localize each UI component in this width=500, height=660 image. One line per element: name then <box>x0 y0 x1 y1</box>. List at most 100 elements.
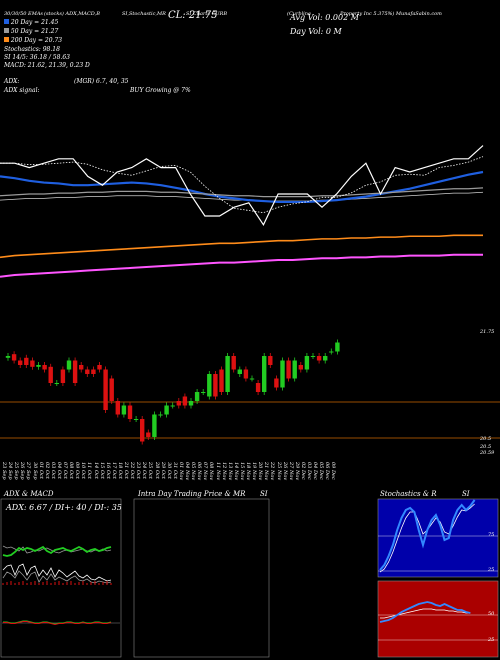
header-indicators-label: (stocks) ADX,MACD,B <box>44 11 100 17</box>
date-label: 28 Oct <box>153 462 160 479</box>
date-label: 14 Oct <box>92 462 99 479</box>
date-label: 30 Sep <box>31 462 38 480</box>
date-label: 13 Nov <box>226 462 233 481</box>
close-price: CL: 21.75 <box>168 10 218 21</box>
candle-body <box>182 396 188 406</box>
date-label: 08 Oct <box>68 462 75 479</box>
close-line <box>0 145 484 227</box>
date-label: 21 Nov <box>263 462 270 481</box>
date-label: 25 Oct <box>147 462 154 479</box>
date-label: 25 Nov <box>275 462 282 481</box>
date-label: 15 Oct <box>98 462 105 479</box>
ema20-swatch <box>4 19 9 24</box>
macd-line <box>2 563 112 582</box>
date-label: 21 Oct <box>123 462 129 479</box>
ema20-label: 20 Day = 21.45 <box>10 19 59 26</box>
candle-body <box>127 405 133 419</box>
candle-body <box>140 419 145 442</box>
candle-body <box>207 374 212 397</box>
adx-label: ADX: <box>4 78 20 85</box>
price-tick-low-c: 20.59 <box>480 450 495 456</box>
candle-body <box>54 383 59 384</box>
ema200-line <box>0 234 483 259</box>
candle-body <box>255 383 261 392</box>
rsi-signal-line <box>380 608 471 619</box>
date-label: 20 Nov <box>257 462 264 481</box>
header-company-label: (Curbline <box>287 11 311 17</box>
date-label: 29 Oct <box>159 462 166 479</box>
date-label: 06 Nov <box>196 462 203 481</box>
di-minus-line <box>2 545 112 554</box>
date-label: 18 Nov <box>245 462 251 481</box>
rsi-panel-frame <box>377 580 499 658</box>
date-label: 04 Dec <box>312 462 319 480</box>
candle-body <box>316 356 322 361</box>
date-label: 23 Sep <box>1 462 7 480</box>
candle-body <box>274 378 279 388</box>
candle-body <box>213 374 218 397</box>
date-label: 24 Sep <box>7 462 14 480</box>
date-label: 14 Nov <box>232 462 239 481</box>
candle-body <box>249 378 255 380</box>
adx-line <box>2 545 112 557</box>
candle-body <box>121 405 127 415</box>
date-label: 06 Dec <box>324 462 331 480</box>
date-label: 10 Oct <box>80 462 87 479</box>
date-label: 19 Nov <box>251 462 258 481</box>
date-label: 27 Nov <box>287 462 294 481</box>
date-label: 18 Oct <box>116 462 123 479</box>
candle-body <box>176 401 181 406</box>
ema200-label: 200 Day = 20.73 <box>10 37 63 44</box>
candle-body <box>298 365 303 370</box>
stoch-tick-25: 25 <box>488 567 495 573</box>
price-tick-high: 21.75 <box>480 329 495 335</box>
candle-body <box>310 356 316 357</box>
candle-body <box>36 365 41 367</box>
candle-body <box>219 369 224 392</box>
stoch-title-suffix: SI <box>462 490 470 498</box>
date-label: 07 Oct <box>62 462 68 479</box>
candle-body <box>268 356 273 365</box>
date-label: 30 Oct <box>165 462 172 479</box>
stoch-panel-frame <box>377 498 499 578</box>
candle-body <box>170 405 175 407</box>
adx-signal-label: ADX signal: <box>4 87 40 94</box>
intraday-title-suffix: SI <box>260 490 268 498</box>
candle-body <box>231 356 236 370</box>
day-volume: Day Vol: 0 M <box>290 27 342 36</box>
adx-panel-frame <box>0 498 122 658</box>
date-label: 03 Dec <box>306 462 312 480</box>
stoch-tick-75: 75 <box>488 532 495 538</box>
date-label: 04 Oct <box>55 462 62 479</box>
date-label: 26 Nov <box>281 462 288 481</box>
candle-body <box>237 369 242 374</box>
date-label: 22 Nov <box>269 462 276 481</box>
date-label: 08 Nov <box>208 462 215 481</box>
date-label: 23 Oct <box>135 462 142 479</box>
intraday-title: Intra Day Trading Price & MR <box>138 490 246 498</box>
candle-body <box>262 356 267 392</box>
date-label: 24 Oct <box>141 462 148 479</box>
candle-body <box>201 392 206 393</box>
candle-body <box>115 401 120 415</box>
intraday-panel-frame <box>133 498 270 658</box>
date-label: 05 Dec <box>318 462 325 480</box>
candle-body <box>18 360 23 365</box>
date-label: 31 Oct <box>171 462 178 479</box>
candle-body <box>304 356 310 370</box>
date-label: 15 Nov <box>238 462 245 481</box>
candle-body <box>133 419 139 420</box>
date-label: 09 Oct <box>74 462 81 479</box>
candle-body <box>79 365 84 370</box>
price-tick-low-a: 20.5 <box>480 436 492 442</box>
candle-body <box>292 360 297 379</box>
candle-body <box>91 369 96 374</box>
adx-macd-title: ADX & MACD <box>4 490 54 498</box>
stoch-k-line <box>379 499 476 571</box>
rsi-tick-50: 50 <box>488 611 495 617</box>
candle-body <box>11 354 17 361</box>
candle-body <box>164 405 169 415</box>
candle-body <box>60 369 66 383</box>
candle-body <box>323 356 328 361</box>
date-label: 05 Nov <box>190 462 197 481</box>
